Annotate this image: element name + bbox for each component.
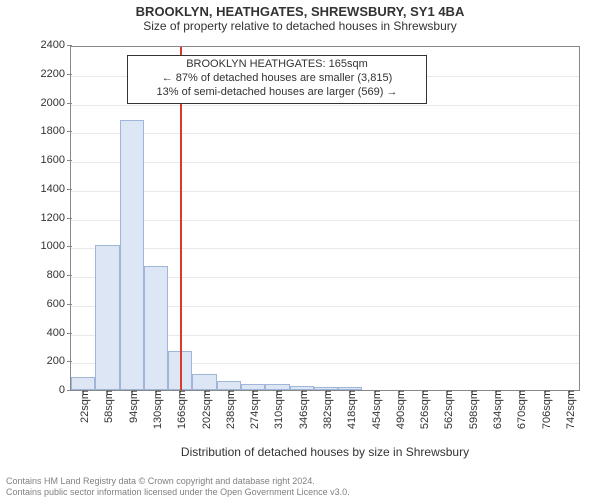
y-tick-label: 1200 — [41, 212, 71, 224]
x-tick-label: 202sqm — [197, 390, 213, 429]
y-tick-label: 2400 — [41, 39, 71, 51]
x-tick-label: 310sqm — [269, 390, 285, 429]
chart-subtitle: Size of property relative to detached ho… — [0, 19, 600, 33]
footer-line-1: Contains HM Land Registry data © Crown c… — [6, 476, 350, 487]
x-tick-label: 562sqm — [439, 390, 455, 429]
x-tick-label: 22sqm — [75, 390, 91, 423]
y-tick-label: 1000 — [41, 240, 71, 252]
y-tick-label: 0 — [59, 384, 71, 396]
x-tick-label: 130sqm — [148, 390, 164, 429]
plot-area: BROOKLYN HEATHGATES: 165sqm ← 87% of det… — [70, 46, 580, 391]
x-tick-label: 382sqm — [318, 390, 334, 429]
y-tick-label: 400 — [47, 327, 71, 339]
x-tick-label: 742sqm — [561, 390, 577, 429]
x-tick-label: 598sqm — [464, 390, 480, 429]
footer-line-2: Contains public sector information licen… — [6, 487, 350, 498]
y-tick-label: 200 — [47, 355, 71, 367]
y-tick-label: 2000 — [41, 97, 71, 109]
histogram-bar — [192, 374, 216, 390]
footer: Contains HM Land Registry data © Crown c… — [6, 476, 350, 498]
x-tick-label: 238sqm — [221, 390, 237, 429]
x-tick-label: 634sqm — [488, 390, 504, 429]
annotation-line-1: BROOKLYN HEATHGATES: 165sqm — [128, 58, 426, 72]
histogram-bar — [71, 377, 95, 390]
x-tick-label: 490sqm — [391, 390, 407, 429]
figure: BROOKLYN, HEATHGATES, SHREWSBURY, SY1 4B… — [0, 0, 600, 500]
annotation-box: BROOKLYN HEATHGATES: 165sqm ← 87% of det… — [127, 55, 427, 104]
gridline — [71, 162, 579, 163]
histogram-bar — [120, 120, 144, 390]
histogram-bar — [217, 381, 241, 390]
y-tick-label: 1800 — [41, 125, 71, 137]
x-tick-label: 670sqm — [512, 390, 528, 429]
x-tick-label: 94sqm — [124, 390, 140, 423]
annotation-line-3: 13% of semi-detached houses are larger (… — [128, 86, 426, 100]
x-tick-label: 58sqm — [99, 390, 115, 423]
y-tick-label: 800 — [47, 269, 71, 281]
histogram-bar — [144, 266, 168, 390]
x-axis-label: Distribution of detached houses by size … — [70, 445, 580, 459]
y-tick-label: 1600 — [41, 154, 71, 166]
x-tick-label: 526sqm — [415, 390, 431, 429]
x-tick-label: 454sqm — [367, 390, 383, 429]
gridline — [71, 191, 579, 192]
gridline — [71, 248, 579, 249]
histogram-bar — [95, 245, 119, 390]
gridline — [71, 220, 579, 221]
x-tick-label: 418sqm — [342, 390, 358, 429]
annotation-line-2: ← 87% of detached houses are smaller (3,… — [128, 72, 426, 86]
x-tick-label: 166sqm — [172, 390, 188, 429]
chart-title: BROOKLYN, HEATHGATES, SHREWSBURY, SY1 4B… — [0, 0, 600, 19]
x-tick-label: 274sqm — [245, 390, 261, 429]
y-tick-label: 1400 — [41, 183, 71, 195]
y-tick-label: 600 — [47, 298, 71, 310]
y-tick-label: 2200 — [41, 68, 71, 80]
x-tick-label: 346sqm — [294, 390, 310, 429]
gridline — [71, 133, 579, 134]
gridline — [71, 105, 579, 106]
x-tick-label: 706sqm — [537, 390, 553, 429]
